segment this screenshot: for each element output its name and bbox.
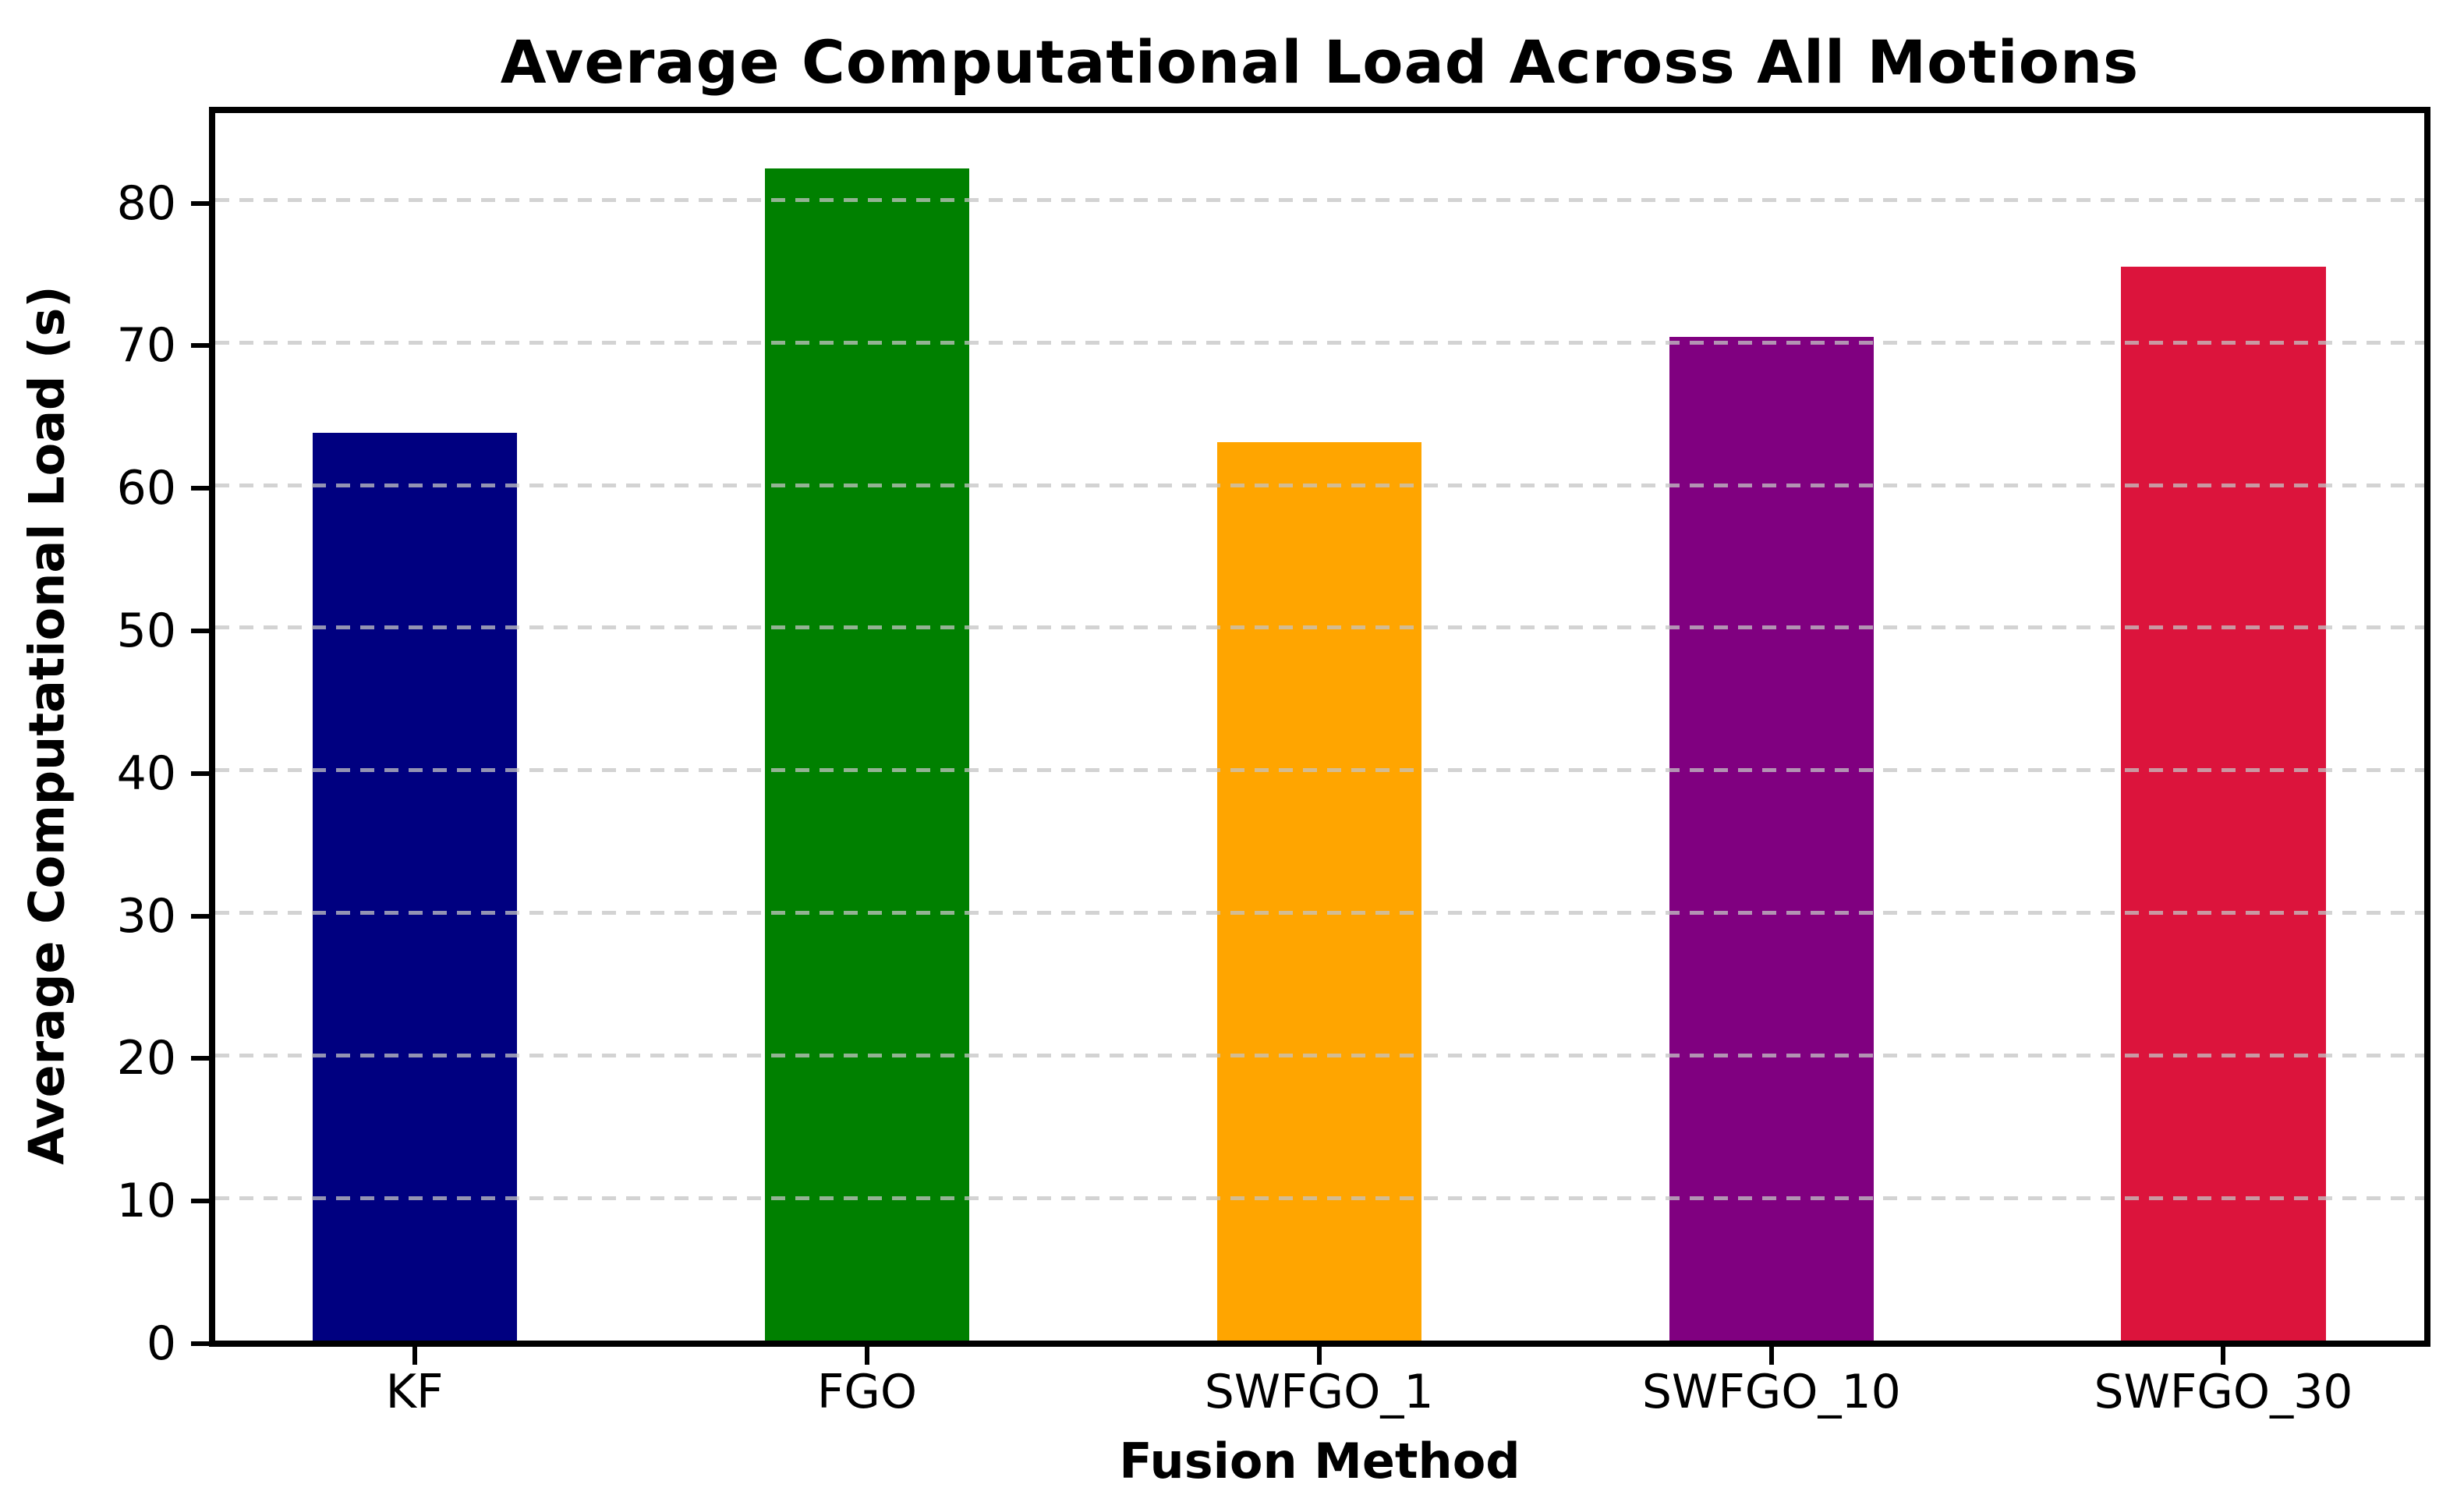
plot-inner: [215, 113, 2424, 1341]
y-tick-label-0: 0: [146, 1316, 176, 1371]
gridline-y-70: [215, 340, 2424, 345]
y-tick-mark-10: [191, 1199, 212, 1204]
chart-title: Average Computational Load Across All Mo…: [500, 27, 2140, 97]
gridline-y-80: [215, 198, 2424, 203]
y-tick-label-20: 20: [116, 1031, 176, 1086]
gridline-y-50: [215, 625, 2424, 630]
bar-kf: [312, 432, 517, 1341]
y-tick-mark-50: [191, 628, 212, 633]
y-tick-label-50: 50: [116, 603, 176, 658]
x-tick-mark-swfgo_10: [1768, 1347, 1774, 1365]
x-tick-mark-kf: [412, 1347, 417, 1365]
x-tick-label-kf: KF: [385, 1365, 444, 1419]
y-tick-mark-40: [191, 770, 212, 776]
bar-swfgo_1: [1216, 442, 1421, 1341]
x-tick-label-fgo: FGO: [816, 1365, 918, 1419]
y-tick-label-10: 10: [116, 1174, 176, 1229]
bar-swfgo_30: [2121, 267, 2326, 1341]
plot-area: [209, 107, 2430, 1347]
y-tick-mark-70: [191, 343, 212, 349]
x-tick-mark-swfgo_1: [1316, 1347, 1322, 1365]
y-tick-mark-0: [191, 1341, 212, 1346]
x-tick-label-swfgo_10: SWFGO_10: [1641, 1365, 1901, 1419]
y-tick-label-80: 80: [116, 175, 176, 231]
x-axis-label: Fusion Method: [1119, 1433, 1521, 1490]
gridline-y-60: [215, 483, 2424, 487]
x-tick-label-swfgo_30: SWFGO_30: [2094, 1365, 2353, 1419]
y-tick-mark-80: [191, 200, 212, 206]
gridline-y-40: [215, 768, 2424, 773]
y-tick-label-60: 60: [116, 461, 176, 516]
y-axis-label: Average Computational Load (s): [18, 285, 76, 1165]
y-tick-mark-30: [191, 913, 212, 919]
x-tick-mark-swfgo_30: [2221, 1347, 2226, 1365]
y-tick-label-30: 30: [116, 888, 176, 944]
bar-swfgo_10: [1669, 337, 1874, 1341]
gridline-y-20: [215, 1053, 2424, 1057]
y-tick-label-40: 40: [116, 746, 176, 801]
y-tick-mark-20: [191, 1056, 212, 1061]
x-tick-label-swfgo_1: SWFGO_1: [1204, 1365, 1434, 1419]
x-tick-mark-fgo: [865, 1347, 870, 1365]
bar-fgo: [764, 168, 970, 1341]
gridline-y-10: [215, 1196, 2424, 1200]
y-tick-mark-60: [191, 486, 212, 491]
y-tick-label-70: 70: [116, 318, 176, 374]
gridline-y-30: [215, 911, 2424, 916]
